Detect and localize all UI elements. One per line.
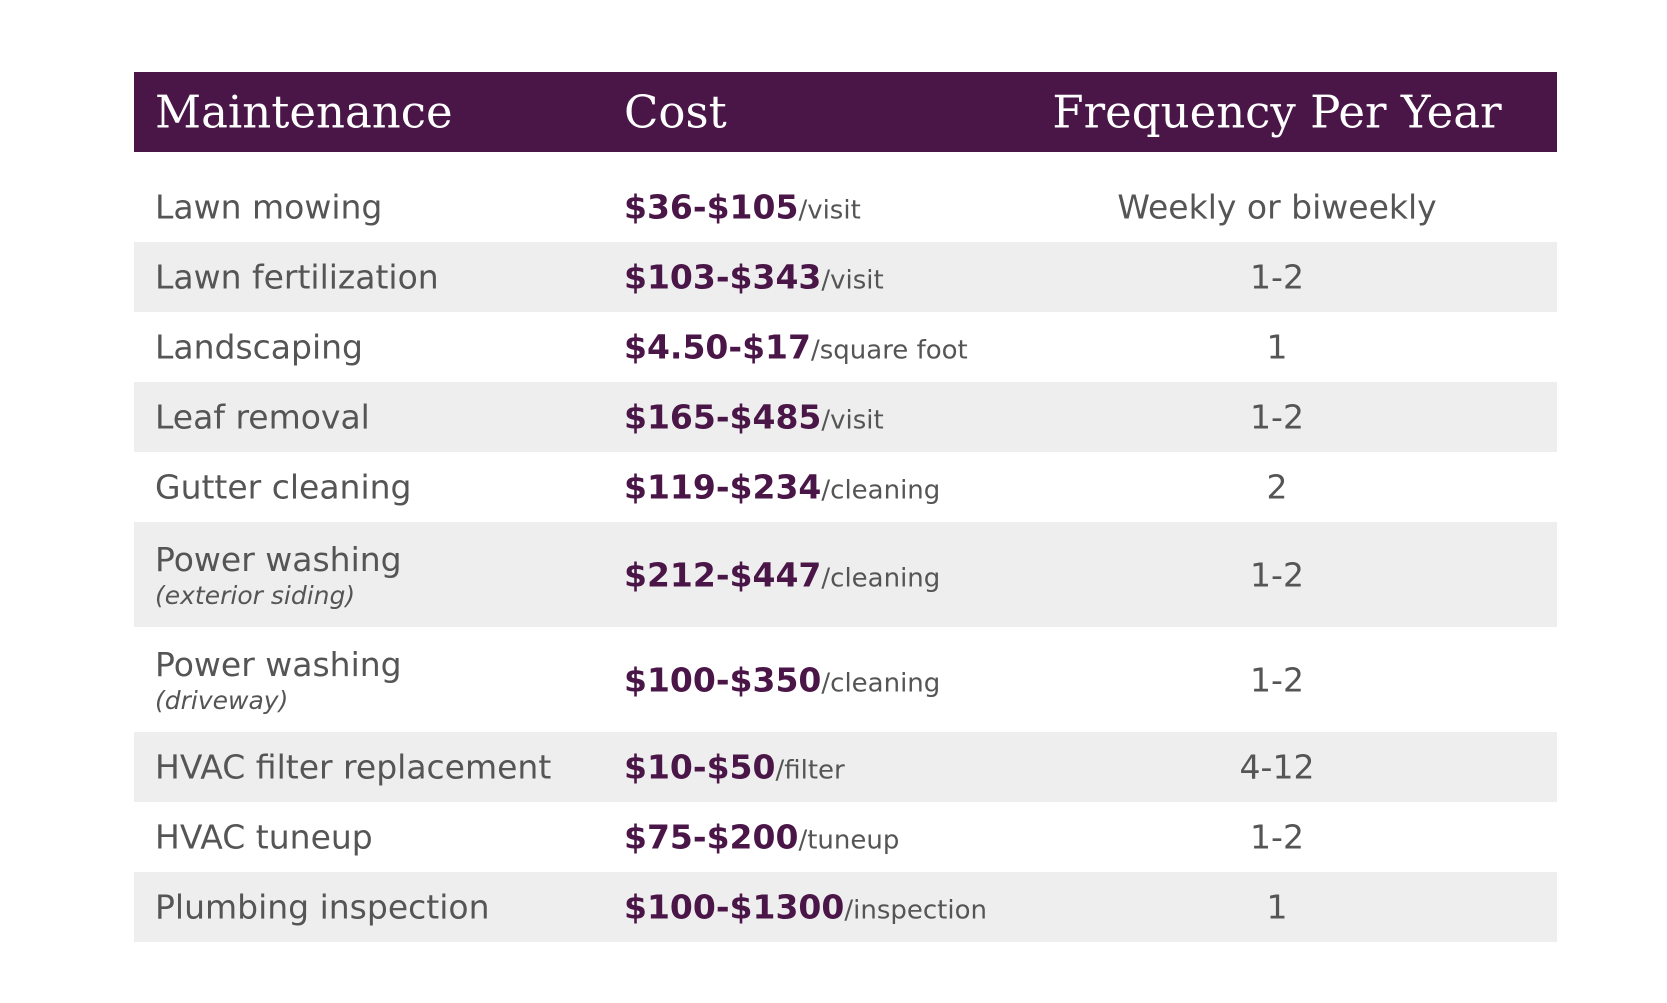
table-row: Power washing (exterior siding) $212-$447/… (134, 522, 1557, 627)
cost-range: $100-$350 (624, 660, 822, 699)
cost-unit: /visit (821, 405, 884, 436)
cost-cell: $100-$1300/inspection (624, 888, 987, 927)
maintenance-cell: Power washing (driveway) (155, 645, 402, 715)
maintenance-cell: Lawn fertilization (155, 258, 439, 297)
header-cell: Maintenance (155, 85, 453, 139)
cost-unit: /visit (821, 265, 884, 296)
frequency-cell: Weekly or biweekly (1117, 187, 1437, 227)
cost-unit: /inspection (844, 895, 987, 926)
maintenance-name: Lawn mowing (155, 187, 383, 227)
maintenance-name: Lawn fertilization (155, 257, 439, 297)
maintenance-note: (exterior siding) (155, 580, 356, 610)
maintenance-name: Gutter cleaning (155, 467, 412, 507)
cost-range: $10-$50 (624, 747, 776, 787)
table-header: Maintenance Cost Frequency Per Year (134, 72, 1557, 152)
maintenance-cell: Power washing (exterior siding) (155, 540, 402, 610)
cost-cell: $75-$200/tuneup (624, 818, 899, 857)
maintenance-name: Leaf removal (155, 397, 370, 437)
cost-range: $75-$200 (624, 817, 799, 857)
maintenance-name: Landscaping (155, 327, 364, 367)
maintenance-name: Power washing (155, 539, 402, 579)
table: Maintenance Cost Frequency Per Year Lawn… (134, 72, 1557, 942)
frequency-cell: 2 (1266, 467, 1288, 507)
maintenance-cell: Landscaping (155, 328, 363, 367)
cost-cell: $119-$234/cleaning (624, 468, 940, 507)
header-cell: Frequency Per Year (1052, 85, 1502, 139)
cost-range: $4.50-$17 (624, 327, 811, 367)
cost-range: $165-$485 (624, 397, 822, 437)
cost-unit: /cleaning (821, 668, 941, 698)
frequency-cell: 1-2 (1250, 660, 1304, 699)
table-row: Power washing (driveway) $100-$350/cleanin… (134, 627, 1557, 732)
table-row: Landscaping $4.50-$17/square foot 1 (134, 312, 1557, 382)
table-row: Lawn mowing $36-$105/visit Weekly or biwee… (134, 172, 1557, 242)
maintenance-cell: Lawn mowing (155, 188, 382, 227)
table-row: Plumbing inspection $100-$1300/inspection… (134, 872, 1557, 942)
cost-range: $212-$447 (624, 555, 822, 594)
cost-range: $100-$1300 (624, 887, 845, 927)
cost-cell: $10-$50/filter (624, 748, 845, 787)
cost-cell: $4.50-$17/square foot (624, 328, 968, 367)
maintenance-cell: Plumbing inspection (155, 888, 489, 927)
cost-range: $103-$343 (624, 257, 822, 297)
cost-cell: $36-$105/visit (624, 188, 861, 227)
cost-range: $36-$105 (624, 187, 799, 227)
frequency-cell: 1-2 (1250, 817, 1304, 857)
table-row: Lawn fertilization $103-$343/visit 1-2 (134, 242, 1557, 312)
table-row: HVAC filter replacement $10-$50/filter 4-1… (134, 732, 1557, 802)
cost-unit: /square foot (810, 335, 968, 366)
cost-unit: /tuneup (798, 825, 900, 856)
cost-cell: $103-$343/visit (624, 258, 884, 297)
cost-unit: /cleaning (821, 563, 941, 593)
maintenance-note: (driveway) (155, 685, 289, 715)
cost-unit: /cleaning (821, 475, 941, 506)
maintenance-name: HVAC filter replacement (155, 747, 552, 787)
maintenance-name: HVAC tuneup (155, 817, 373, 857)
frequency-cell: 1 (1266, 327, 1288, 367)
frequency-cell: 4-12 (1239, 747, 1315, 787)
maintenance-cell: HVAC tuneup (155, 818, 373, 857)
maintenance-cell: Gutter cleaning (155, 468, 412, 507)
table-row: HVAC tuneup $75-$200/tuneup 1-2 (134, 802, 1557, 872)
cost-cell: $165-$485/visit (624, 398, 884, 437)
cost-unit: /filter (775, 755, 845, 786)
table-row: Leaf removal $165-$485/visit 1-2 (134, 382, 1557, 452)
frequency-cell: 1 (1266, 887, 1288, 927)
cost-cell: $212-$447/cleaning (624, 555, 940, 594)
table-body: Lawn mowing $36-$105/visit Weekly or biwee… (134, 172, 1557, 942)
maintenance-cell: HVAC filter replacement (155, 748, 551, 787)
maintenance-name: Plumbing inspection (155, 887, 490, 927)
header-cell: Cost (624, 85, 727, 139)
maintenance-name: Power washing (155, 644, 402, 684)
table-row: Gutter cleaning $119-$234/cleaning 2 (134, 452, 1557, 522)
cost-unit: /visit (798, 195, 861, 226)
cost-cell: $100-$350/cleaning (624, 660, 940, 699)
cost-range: $119-$234 (624, 467, 822, 507)
maintenance-cell: Leaf removal (155, 398, 370, 437)
frequency-cell: 1-2 (1250, 257, 1304, 297)
frequency-cell: 1-2 (1250, 555, 1304, 594)
frequency-cell: 1-2 (1250, 397, 1304, 437)
